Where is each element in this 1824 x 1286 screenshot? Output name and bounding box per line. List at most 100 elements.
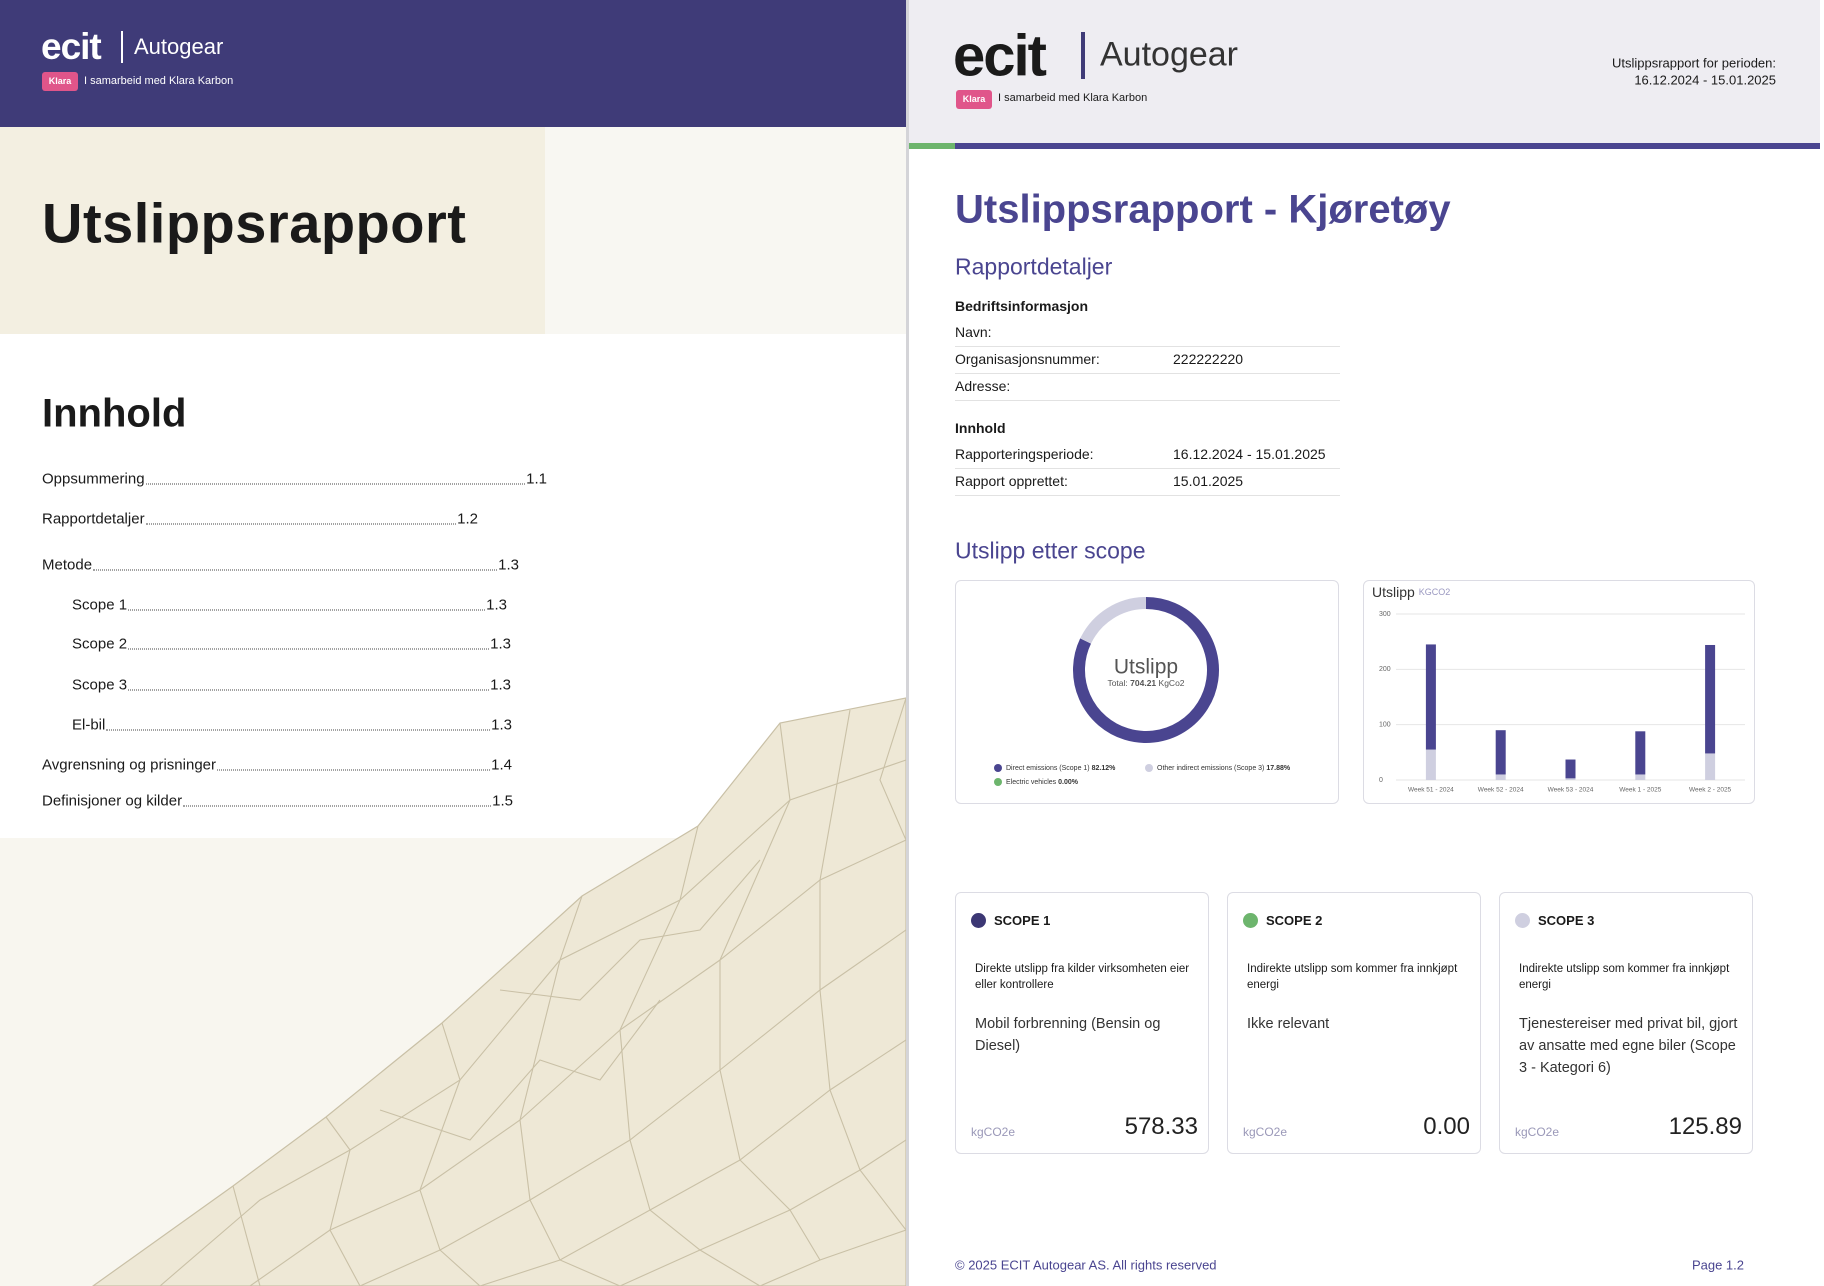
legend-swatch [994,778,1002,786]
detail-value: 16.12.2024 - 15.01.2025 [1173,446,1326,462]
donut-total: Total: 704.21 KgCo2 [1107,678,1184,688]
legend-value: 17.88% [1266,765,1291,772]
toc-text: Scope 2 [72,635,128,653]
mountain-art [91,697,906,1286]
badge: Klara [42,72,78,91]
toc-leader [183,805,492,807]
toc-leader [106,729,491,731]
scope-description: Indirekte utslipp som kommer fra innkjøp… [1519,963,1730,991]
footer-copyright: © 2025 ECIT Autogear AS. All rights rese… [955,1257,1217,1273]
bar-segment [1425,644,1436,750]
logo: ecit [953,23,1047,89]
chart-unit: KGCO2 [1419,587,1451,597]
bar-segment [1425,749,1436,780]
scope-unit: kgCO2e [1243,1125,1288,1139]
bar-segment [1495,774,1506,780]
detail-label: Organisasjonsnummer: [955,351,1100,367]
row-separator [955,346,1340,347]
details-subheading: Innhold [955,420,1006,436]
scope-detail: Ikke relevant [1247,1016,1330,1032]
title-block [0,127,545,334]
scope-dot [1243,913,1258,928]
brand: Autogear [1100,35,1238,74]
toc-text: Scope 1 [72,596,128,614]
bar-segment [1635,774,1646,780]
accent-bar-green [909,143,955,149]
right-header [909,0,1820,143]
toc-entry: El-bil 1.3 [72,717,512,734]
scope-value: 578.33 [1124,1113,1198,1140]
scope-dot [971,913,986,928]
toc-page: 1.3 [491,716,512,734]
x-tick-label: Week 53 - 2024 [1548,787,1594,794]
toc-title: Innhold [42,391,187,436]
legend-entry: Direct emissions (Scope 1) 82.12% [1006,765,1116,772]
page-divider [906,0,909,1286]
toc-text: Avgrensning og prisninger [42,756,217,774]
footer-page: Page 1.2 [1691,1257,1744,1273]
bar-chart-title: Utslipp KGCO2 [1372,584,1450,600]
scope-title: SCOPE 3 [1538,913,1595,928]
partner-text: I samarbeid med Klara Karbon [998,92,1148,104]
legend-name: Direct emissions (Scope 1) [1006,765,1090,772]
toc-page: 1.3 [486,596,507,614]
legend-value: 82.12% [1092,765,1117,772]
legend-swatch [994,764,1002,772]
toc-text: Scope 3 [72,676,128,694]
total-label: Total: [1107,678,1127,688]
detail-value: 15.01.2025 [1173,473,1244,489]
scope-unit: kgCO2e [971,1125,1016,1139]
toc-leader [145,523,457,525]
toc-leader [128,689,490,691]
toc-leader [128,609,486,611]
detail-label: Rapport opprettet: [955,473,1068,489]
detail-label: Adresse: [955,378,1011,394]
title-block-side [545,127,906,334]
total-unit: KgCo2 [1159,678,1185,688]
total-value: 704.21 [1130,678,1156,688]
toc-leader [145,483,526,485]
y-tick-label: 200 [1379,666,1391,673]
x-tick-label: Week 51 - 2024 [1408,787,1454,794]
legend-name: Other indirect emissions (Scope 3) [1157,765,1264,772]
x-tick-label: Week 2 - 2025 [1689,787,1732,794]
toc-leader [93,569,498,571]
brand: Autogear [134,34,224,59]
scope-detail: Mobil forbrenning (Bensin og Diesel) [975,1016,1161,1054]
chart-title: Utslipp [1372,584,1415,600]
bar-segment [1635,731,1646,775]
toc-page: 1.4 [491,756,512,774]
donut-segment [1073,597,1219,743]
partner-text: I samarbeid med Klara Karbon [84,75,234,87]
toc-text: Rapportdetaljer [42,510,145,528]
legend-entry: Other indirect emissions (Scope 3) 17.88… [1157,765,1291,772]
row-separator [955,495,1340,496]
y-tick-label: 0 [1379,777,1383,784]
toc-page: 1.5 [492,792,513,810]
scope-title: SCOPE 2 [1266,913,1323,928]
toc-entry: Oppsummering 1.1 [42,471,547,488]
section-heading: Utslipp etter scope [955,537,1146,564]
toc-entry: Scope 2 1.3 [72,636,511,653]
details-subheading: Bedriftsinformasjon [955,298,1089,314]
toc-entry: Avgrensning og prisninger 1.4 [42,757,512,774]
toc-text: El-bil [72,716,106,734]
scope-card: SCOPE 1 Direkte utslipp fra kilder virkso… [955,892,1209,1154]
toc-page: 1.3 [490,635,511,653]
bar-segment [1705,753,1716,780]
scope-card: SCOPE 2 Indirekte utslipp som kommer fra … [1227,892,1481,1154]
toc-page: 1.3 [490,676,511,694]
toc-leader [217,769,491,771]
toc-entry: Scope 1 1.3 [72,597,507,614]
bar-segment [1565,778,1576,780]
mountain [91,697,906,1286]
logo-divider [1081,32,1085,79]
period: 16.12.2024 - 15.01.2025 [1634,72,1776,88]
scope-detail: Tjenestereiser med privat bil, gjort av … [1519,1016,1738,1076]
accent-bar [955,143,1820,149]
row-separator [955,373,1340,374]
row-separator [955,468,1340,469]
